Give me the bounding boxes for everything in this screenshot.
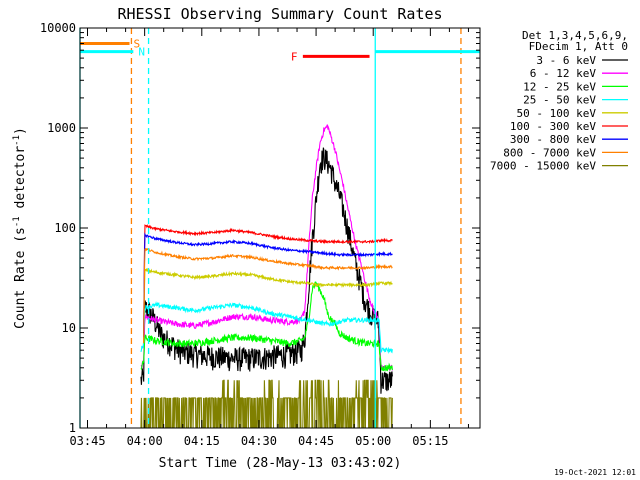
legend-entry: 100 - 300 keV bbox=[510, 120, 596, 133]
y-axis-label: Count Rate (s-1 detector-1) bbox=[12, 127, 28, 329]
x-tick-label: 04:45 bbox=[298, 434, 334, 448]
legend: Det 1,3,4,5,6,9,FDecim 1, Att 03 - 6 keV… bbox=[490, 29, 628, 173]
series-6 bbox=[143, 232, 393, 338]
legend-header: Det 1,3,4,5,6,9, bbox=[522, 29, 628, 42]
x-tick-label: 03:45 bbox=[69, 434, 105, 448]
series-line bbox=[140, 124, 393, 372]
legend-entry: 6 - 12 keV bbox=[530, 67, 597, 80]
series-4 bbox=[143, 267, 393, 343]
series-2 bbox=[140, 280, 393, 372]
x-tick-label: 05:00 bbox=[355, 434, 391, 448]
footer-date: 19-Oct-2021 12:01 bbox=[554, 468, 636, 477]
y-tick-label: 100 bbox=[54, 221, 76, 235]
x-tick-label: 04:30 bbox=[241, 434, 277, 448]
legend-entry: 3 - 6 keV bbox=[536, 54, 596, 67]
series-7 bbox=[143, 247, 393, 344]
legend-entry: 300 - 800 keV bbox=[510, 133, 596, 146]
series-line bbox=[140, 300, 393, 355]
y-tick-label: 10000 bbox=[40, 21, 76, 35]
y-tick-label: 1000 bbox=[47, 121, 76, 135]
series-line bbox=[143, 232, 393, 338]
x-axis: 03:45 04:00 04:15 04:30 04:45 05:00 05:15 bbox=[69, 28, 469, 448]
y-tick-label: 1 bbox=[69, 421, 76, 435]
legend-entry: 12 - 25 keV bbox=[523, 80, 596, 93]
x-tick-label: 04:15 bbox=[184, 434, 220, 448]
series-line bbox=[140, 379, 393, 429]
x-tick-label: 04:00 bbox=[127, 434, 163, 448]
series-1 bbox=[140, 124, 393, 372]
legend-entry: 7000 - 15000 keV bbox=[490, 160, 596, 173]
legend-header: FDecim 1, Att 0 bbox=[529, 40, 628, 53]
series-0 bbox=[140, 147, 393, 394]
night-label: N bbox=[138, 46, 145, 59]
y-axis: 1 10 100 1000 10000 bbox=[40, 21, 480, 435]
series-5 bbox=[143, 224, 393, 334]
series-line bbox=[143, 247, 393, 344]
series-line bbox=[140, 147, 393, 394]
legend-entry: 800 - 7000 keV bbox=[503, 146, 596, 159]
plot-frame bbox=[79, 27, 481, 429]
y-tick-label: 10 bbox=[62, 321, 76, 335]
saa-label: S bbox=[134, 37, 141, 50]
series-3 bbox=[140, 300, 393, 355]
series-line bbox=[143, 267, 393, 343]
legend-entry: 50 - 100 keV bbox=[517, 107, 597, 120]
plot-area: SN F bbox=[79, 28, 480, 429]
legend-entry: 25 - 50 keV bbox=[523, 94, 596, 107]
chart-title: RHESSI Observing Summary Count Rates bbox=[117, 5, 442, 23]
x-tick-label: 05:15 bbox=[412, 434, 448, 448]
series-line bbox=[140, 280, 393, 372]
series-line bbox=[143, 224, 393, 334]
series-8 bbox=[140, 379, 393, 429]
x-axis-label: Start Time (28-May-13 03:43:02) bbox=[159, 456, 402, 471]
flare-label: F bbox=[291, 50, 298, 63]
